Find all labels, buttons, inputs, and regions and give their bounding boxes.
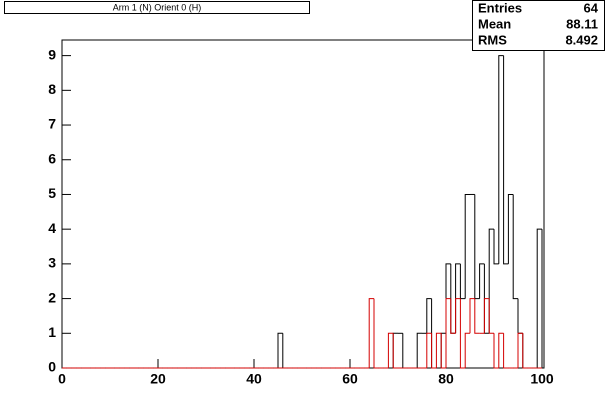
histogram-bin <box>392 333 398 369</box>
histogram-bin <box>507 193 514 264</box>
stats-label: Mean <box>478 16 511 31</box>
histogram-bin <box>426 298 432 334</box>
histogram-bin <box>450 298 456 334</box>
histogram-bin <box>387 332 394 368</box>
histogram-bin <box>493 229 499 265</box>
histogram-bin <box>488 298 494 334</box>
y-tick-label: 1 <box>48 324 56 340</box>
x-tick-label: 0 <box>58 371 66 387</box>
histogram-bin <box>469 298 475 334</box>
histogram-bin <box>479 263 485 299</box>
x-tick-label: 80 <box>438 371 454 387</box>
histogram-bin <box>459 298 466 369</box>
histogram-bin <box>503 333 509 369</box>
histogram-bin <box>512 194 518 300</box>
stats-box <box>472 0 605 51</box>
histogram-bin <box>373 298 379 369</box>
histogram-bin <box>277 332 283 368</box>
histogram-bin <box>483 298 490 334</box>
title-box <box>4 1 310 14</box>
y-tick-label: 2 <box>48 289 56 305</box>
y-tick-label: 0 <box>48 359 56 375</box>
histogram-bin <box>445 298 451 368</box>
x-tick-label: 60 <box>342 371 358 387</box>
stats-label: RMS <box>478 32 507 47</box>
y-tick-label: 8 <box>48 81 56 97</box>
histogram-bin <box>435 332 442 368</box>
x-tick-label: 40 <box>246 371 262 387</box>
histogram-bin <box>474 298 480 334</box>
histogram-bin <box>416 332 422 368</box>
y-tick-label: 5 <box>48 185 56 201</box>
histogram-bin <box>464 332 470 368</box>
chart-title: Arm 1 (N) Orient 0 (H) <box>113 2 202 12</box>
y-tick-label: 3 <box>48 255 56 271</box>
histogram-bin <box>498 332 504 368</box>
histogram-bin <box>455 298 461 334</box>
histogram-bin <box>522 333 528 369</box>
histogram-bin <box>431 333 437 369</box>
histogram-bin <box>440 333 446 369</box>
stats-value: 88.11 <box>566 16 598 31</box>
histogram-bin <box>464 193 470 299</box>
y-tick-label: 7 <box>48 116 56 132</box>
histogram-bin <box>517 332 523 368</box>
y-tick-label: 9 <box>48 46 56 62</box>
stats-label: Entries <box>478 0 522 15</box>
x-tick-label: 20 <box>150 371 166 387</box>
y-tick-label: 4 <box>48 220 56 236</box>
histogram-bin <box>368 298 374 368</box>
histogram-bin <box>426 332 432 368</box>
histogram-bin <box>536 228 542 368</box>
histogram-bin <box>493 333 499 369</box>
histogram-bin <box>503 55 509 265</box>
stats-value: 8.492 <box>565 32 598 47</box>
x-tick-label: 100 <box>530 371 554 387</box>
histogram-bin <box>498 55 504 264</box>
y-tick-label: 6 <box>48 150 56 166</box>
stats-value: 64 <box>584 0 599 15</box>
